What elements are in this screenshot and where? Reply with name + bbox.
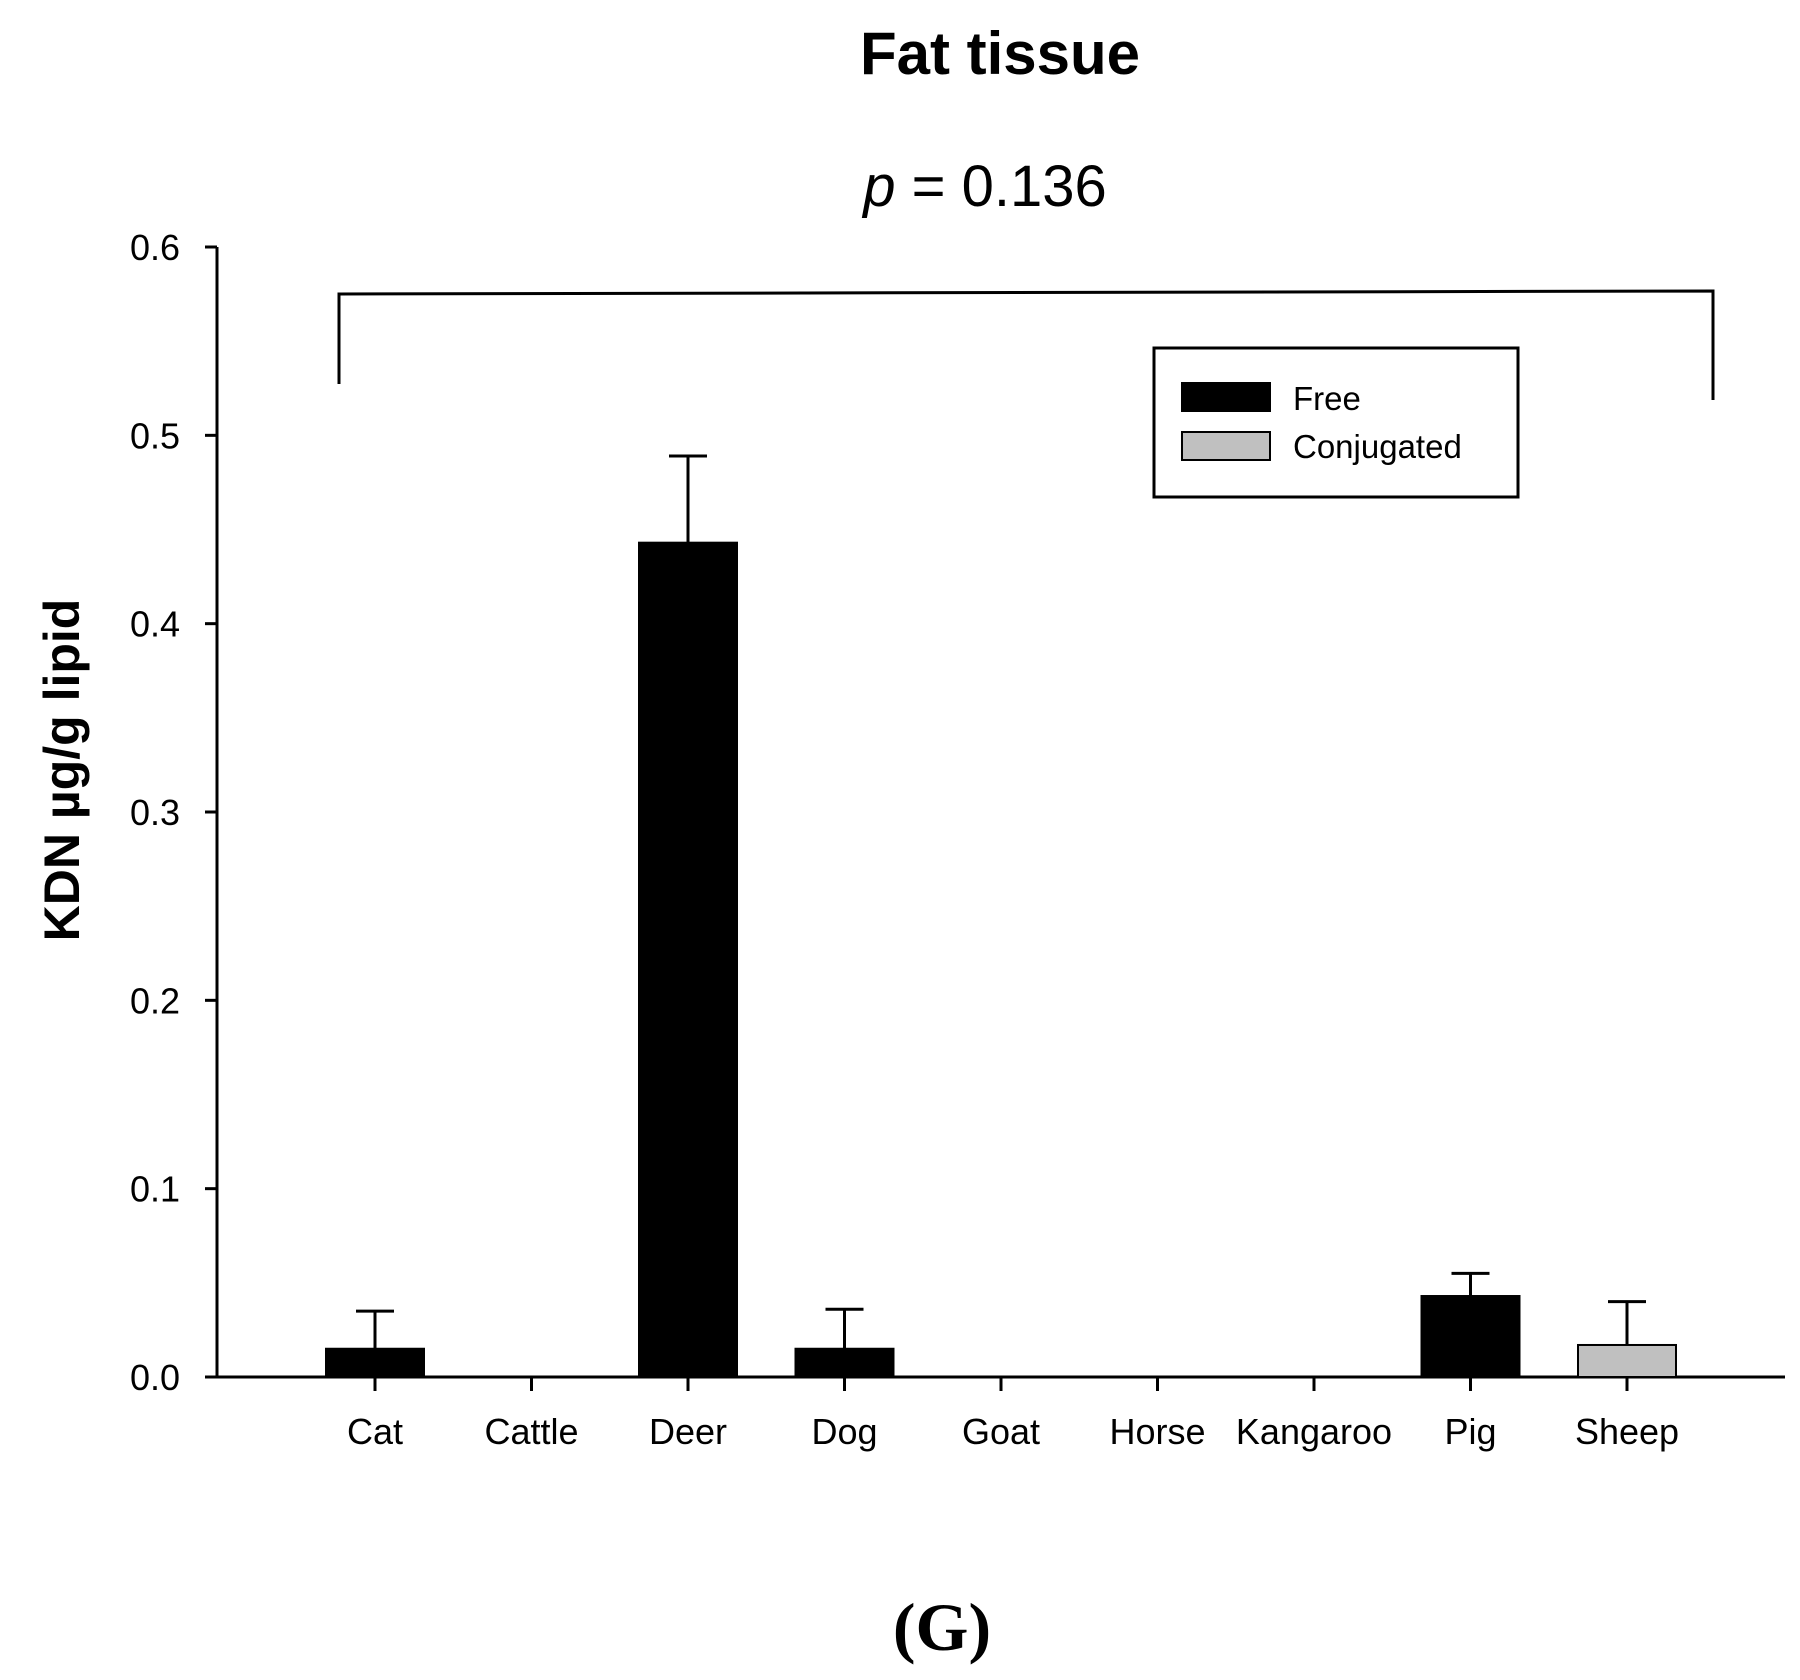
legend-swatch-free	[1181, 382, 1271, 412]
legend-label-free: Free	[1293, 380, 1361, 417]
x-tick-label: Cattle	[484, 1411, 578, 1452]
y-tick-label: 0.5	[130, 415, 180, 456]
bar-free-dog	[794, 1347, 895, 1378]
y-tick-label: 0.4	[130, 604, 180, 645]
bar-free-cat	[325, 1347, 425, 1378]
error-bars	[356, 454, 1646, 1349]
bars	[325, 541, 1677, 1379]
x-ticks: Cat Cattle Deer Dog Goat Horse Kangaroo Pig Shee…	[347, 1377, 1679, 1452]
bar-free-pig	[1420, 1295, 1521, 1379]
bar-free-deer	[638, 541, 738, 1378]
y-axis-label: KDN µg/g lipid	[34, 599, 90, 942]
x-tick-label: Horse	[1109, 1411, 1205, 1452]
x-tick-label: Dog	[811, 1411, 877, 1452]
y-tick-label: 0.0	[130, 1357, 180, 1398]
x-tick-label: Sheep	[1575, 1411, 1679, 1452]
panel-label: (G)	[893, 1589, 991, 1665]
x-tick-label: Kangaroo	[1236, 1411, 1392, 1452]
y-tick-label: 0.3	[130, 792, 180, 833]
legend: Free Conjugated	[1152, 346, 1520, 499]
chart-title: Fat tissue	[860, 20, 1140, 87]
legend-box	[1152, 346, 1520, 499]
p-symbol: p	[861, 154, 895, 219]
significance-bracket	[337, 289, 1715, 400]
x-tick-label: Pig	[1444, 1411, 1496, 1452]
x-tick-label: Goat	[962, 1411, 1040, 1452]
y-tick-label: 0.1	[130, 1169, 180, 1210]
x-tick-label: Cat	[347, 1411, 403, 1452]
x-tick-label: Deer	[649, 1411, 727, 1452]
bar-conjugated-sheep	[1577, 1343, 1677, 1378]
bracket-line	[337, 289, 1715, 400]
p-value: = 0.136	[896, 154, 1107, 219]
p-value-annotation: p = 0.136	[861, 154, 1107, 219]
legend-label-conjugated: Conjugated	[1293, 428, 1462, 465]
y-tick-label: 0.2	[130, 980, 180, 1021]
legend-swatch-conjugated	[1181, 431, 1271, 461]
y-tick-label: 0.6	[130, 227, 180, 268]
y-ticks: 0.0 0.1 0.2 0.3 0.4 0.5 0.6	[130, 227, 217, 1398]
